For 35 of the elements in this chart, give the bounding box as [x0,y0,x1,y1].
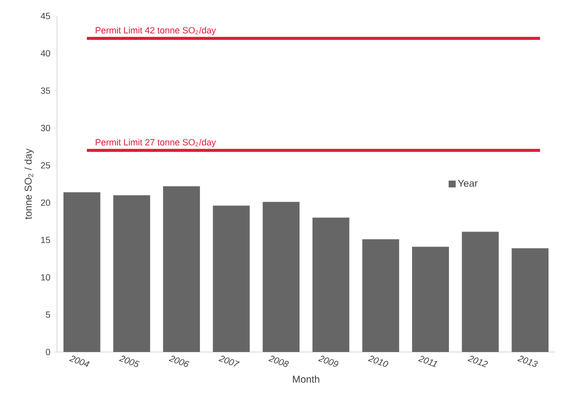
y-tick-label: 30 [40,124,50,132]
x-tick-label: 2009 [318,356,338,367]
x-tick-label: 2013 [517,356,538,367]
y-tick-label: 25 [40,162,50,169]
bar [312,218,350,352]
bar [63,192,100,352]
x-tick-label: 2006 [168,356,190,367]
ref-line-label: Permit Limit 27 tonne SO$_{2}$/day [96,138,216,148]
y-tick-label: 0 [46,348,50,356]
bar [512,248,549,352]
x-tick-label: 2007 [218,356,240,367]
bar [412,246,449,352]
x-tick-label: 2008 [268,356,289,367]
legend-label: Year [458,180,478,187]
bar [362,239,400,352]
ref-line-label: Permit Limit 42 tonne SO$_{2}$/day [96,26,216,36]
x-tick-label: 2012 [468,356,488,368]
y-tick-label: 5 [46,312,50,318]
y-tick-label: 20 [40,199,50,206]
bar [163,186,200,352]
y-tick-label: 45 [40,12,50,20]
x-axis-title: Month [292,375,320,383]
bar [462,232,499,352]
y-tick-label: 15 [41,236,50,244]
x-tick-label: 2010 [368,356,388,367]
y-tick-label: 10 [41,274,50,281]
bar [212,206,250,352]
bar [262,202,300,352]
bar [113,195,150,352]
x-tick-label: 2005 [118,356,140,367]
x-tick-label: 2004 [69,356,90,368]
y-tick-label: 40 [40,50,50,57]
x-tick-label: 2011 [418,356,438,368]
y-tick-label: 35 [40,87,50,94]
y-axis-title: tonne SO$_{2}$ / day [24,148,34,220]
